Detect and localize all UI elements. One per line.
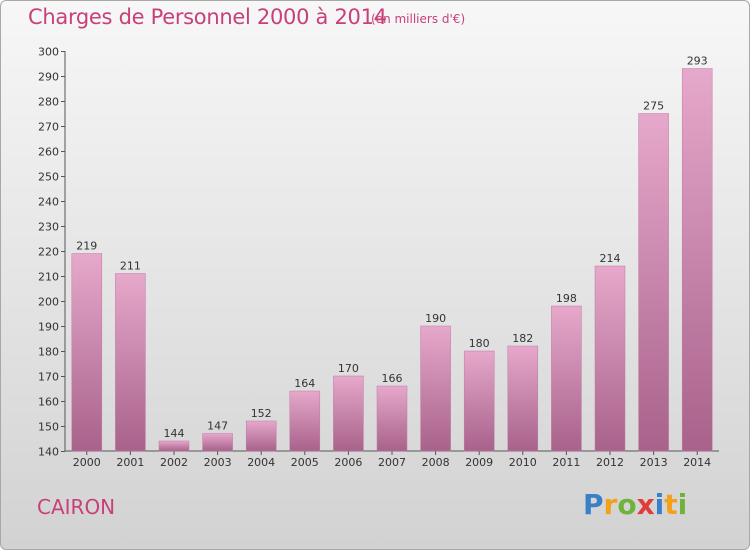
logo-letter: i xyxy=(677,488,688,521)
bar-2010 xyxy=(507,345,539,452)
value-label-2002: 144 xyxy=(164,427,185,440)
commune-name: CAIRON xyxy=(37,495,116,519)
chart-subtitle: (en milliers d'€) xyxy=(371,12,466,26)
value-label-2013: 275 xyxy=(643,100,664,113)
value-label-2003: 147 xyxy=(207,420,228,433)
bar-2013 xyxy=(638,113,669,452)
value-label-2009: 180 xyxy=(469,337,490,350)
x-tick-label-2002: 2002 xyxy=(160,456,188,469)
bar-2002 xyxy=(158,440,190,452)
logo-letter: r xyxy=(603,488,618,521)
y-tick-label: 220 xyxy=(38,246,59,259)
y-tick-label: 170 xyxy=(38,371,59,384)
bar-2006 xyxy=(333,375,364,452)
chart-title: Charges de Personnel 2000 à 2014 xyxy=(28,5,387,29)
x-tick-label-2012: 2012 xyxy=(596,456,624,469)
logo-letter: P xyxy=(583,488,604,521)
bar-2004 xyxy=(245,420,277,452)
x-tick-label-2014: 2014 xyxy=(683,456,711,469)
bar-2012 xyxy=(594,265,626,452)
bar-2011 xyxy=(551,305,582,452)
value-label-2005: 164 xyxy=(294,377,315,390)
y-tick-label: 160 xyxy=(38,396,59,409)
bar-2005 xyxy=(289,390,321,452)
y-tick-label: 140 xyxy=(38,446,59,459)
x-tick-label-2011: 2011 xyxy=(552,456,580,469)
bar-2007 xyxy=(376,385,408,452)
bar-2000 xyxy=(71,253,103,452)
x-tick-label-2010: 2010 xyxy=(509,456,537,469)
value-label-2008: 190 xyxy=(425,312,446,325)
y-tick-label: 230 xyxy=(38,221,59,234)
logo-letter: t xyxy=(664,488,678,521)
y-tick-label: 260 xyxy=(38,146,59,159)
x-tick-label-2008: 2008 xyxy=(422,456,450,469)
x-tick-label-2007: 2007 xyxy=(378,456,406,469)
bar-2008 xyxy=(420,325,451,452)
bar-2003 xyxy=(202,433,233,452)
y-tick-label: 190 xyxy=(38,321,59,334)
x-tick-label-2004: 2004 xyxy=(247,456,275,469)
x-tick-label-2001: 2001 xyxy=(116,456,144,469)
value-label-2007: 166 xyxy=(382,372,403,385)
y-tick-label: 280 xyxy=(38,96,59,109)
value-label-2012: 214 xyxy=(600,252,621,265)
value-label-2011: 198 xyxy=(556,292,577,305)
y-tick-label: 300 xyxy=(38,46,59,59)
y-tick-label: 290 xyxy=(38,71,59,84)
y-tick-label: 270 xyxy=(38,121,59,134)
x-tick-label-2003: 2003 xyxy=(204,456,232,469)
value-label-2004: 152 xyxy=(251,407,272,420)
y-tick-label: 150 xyxy=(38,421,59,434)
x-tick-label-2005: 2005 xyxy=(291,456,319,469)
x-tick-label-2009: 2009 xyxy=(465,456,493,469)
bar-2014 xyxy=(681,68,713,452)
y-tick-label: 200 xyxy=(38,296,59,309)
bar-2001 xyxy=(115,273,146,452)
logo-letter: i xyxy=(654,488,665,521)
y-tick-label: 250 xyxy=(38,171,59,184)
value-label-2001: 211 xyxy=(120,260,141,273)
value-label-2000: 219 xyxy=(76,240,97,253)
proxiti-logo: Proxiti xyxy=(583,488,687,521)
value-label-2010: 182 xyxy=(512,332,533,345)
y-tick-label: 210 xyxy=(38,271,59,284)
value-label-2014: 293 xyxy=(687,55,708,68)
x-tick-label-2000: 2000 xyxy=(73,456,101,469)
y-tick-label: 180 xyxy=(38,346,59,359)
value-label-2006: 170 xyxy=(338,362,359,375)
x-tick-label-2013: 2013 xyxy=(640,456,668,469)
y-tick-label: 240 xyxy=(38,196,59,209)
x-tick-label-2006: 2006 xyxy=(334,456,362,469)
bar-2009 xyxy=(463,350,495,452)
logo-letter: o xyxy=(617,488,637,521)
logo-letter: x xyxy=(636,488,655,521)
